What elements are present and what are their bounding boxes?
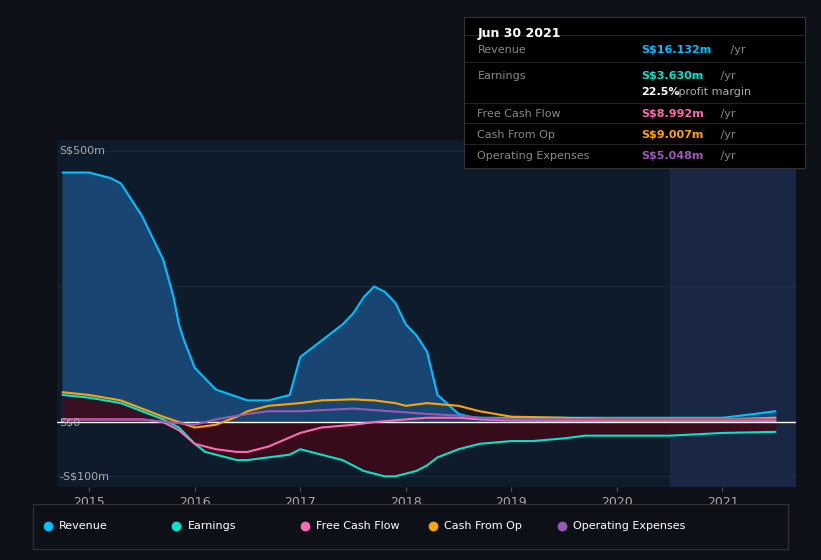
Text: Earnings: Earnings	[188, 521, 236, 531]
Text: Free Cash Flow: Free Cash Flow	[316, 521, 400, 531]
Text: S$500m: S$500m	[60, 146, 106, 156]
Text: Cash From Op: Cash From Op	[478, 130, 555, 140]
Text: Operating Expenses: Operating Expenses	[478, 151, 589, 161]
Text: profit margin: profit margin	[675, 87, 751, 97]
Text: S$9.007m: S$9.007m	[641, 130, 704, 140]
Text: /yr: /yr	[718, 71, 736, 81]
Text: Earnings: Earnings	[478, 71, 526, 81]
Text: /yr: /yr	[718, 151, 736, 161]
Text: 22.5%: 22.5%	[641, 87, 680, 97]
Text: Operating Expenses: Operating Expenses	[573, 521, 686, 531]
Text: Revenue: Revenue	[59, 521, 108, 531]
Text: -S$100m: -S$100m	[60, 472, 109, 482]
Text: /yr: /yr	[718, 130, 736, 140]
Text: S$3.630m: S$3.630m	[641, 71, 704, 81]
Text: S$0: S$0	[60, 417, 80, 427]
Text: Jun 30 2021: Jun 30 2021	[478, 27, 561, 40]
Text: Cash From Op: Cash From Op	[444, 521, 522, 531]
Text: S$5.048m: S$5.048m	[641, 151, 704, 161]
Text: Revenue: Revenue	[478, 45, 526, 55]
Bar	[670, 140, 796, 487]
Text: /yr: /yr	[727, 45, 745, 55]
Text: Free Cash Flow: Free Cash Flow	[478, 109, 561, 119]
Text: S$8.992m: S$8.992m	[641, 109, 704, 119]
Text: /yr: /yr	[718, 109, 736, 119]
Text: S$16.132m: S$16.132m	[641, 45, 711, 55]
